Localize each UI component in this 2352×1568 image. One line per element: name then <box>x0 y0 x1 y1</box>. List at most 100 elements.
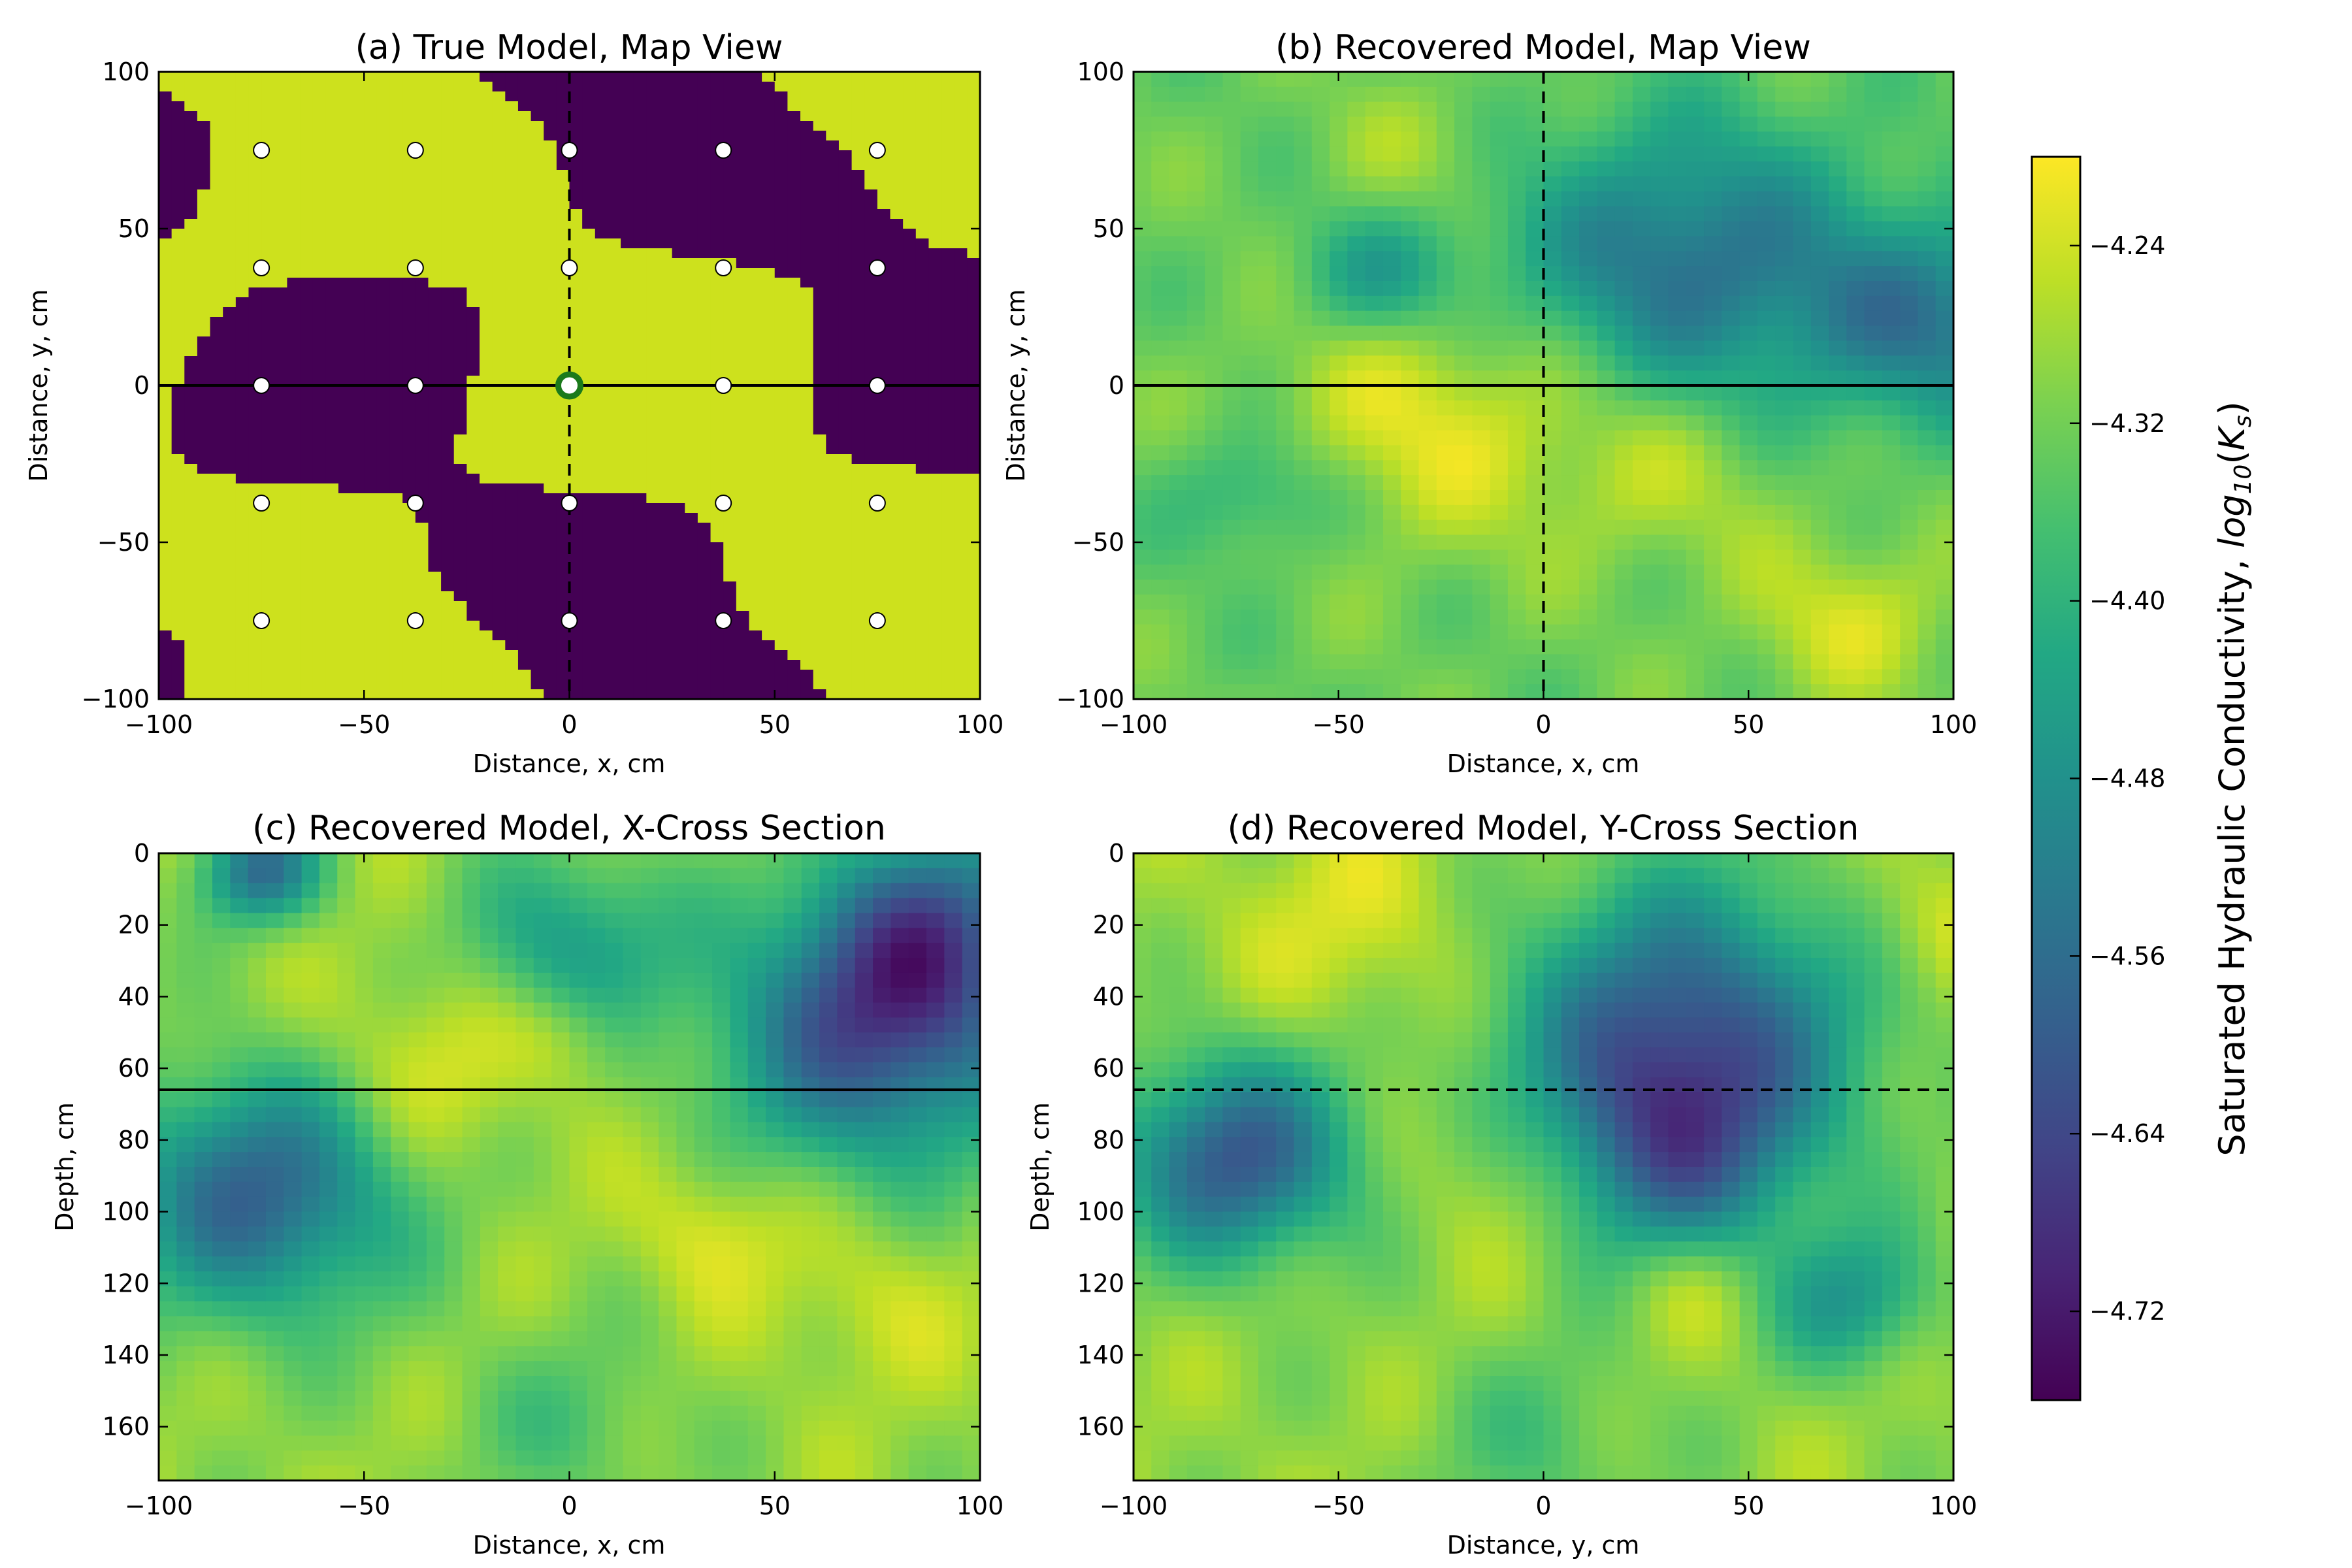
heatmap-cell-b <box>1507 116 1527 133</box>
heatmap-cell-a <box>364 317 378 327</box>
heatmap-cell-a <box>864 209 878 220</box>
heatmap-cell-a <box>621 572 634 582</box>
heatmap-cell-b <box>1597 310 1616 327</box>
heatmap-cell-a <box>723 366 737 376</box>
heatmap-cell-a <box>287 630 301 641</box>
heatmap-cell-b <box>1382 310 1402 327</box>
heatmap-cell-a <box>480 317 493 327</box>
heatmap-cell-b <box>1900 131 1919 148</box>
heatmap-cell-b <box>1882 295 1901 312</box>
heatmap-cell-b <box>1507 295 1527 312</box>
heatmap-cell-a <box>274 307 288 318</box>
heatmap-cell-a <box>325 660 339 670</box>
heatmap-cell-b <box>1222 146 1241 162</box>
heatmap-cell-a <box>325 464 339 474</box>
heatmap-cell-a <box>672 258 686 269</box>
heatmap-cell-b <box>1704 116 1723 133</box>
heatmap-cell-b <box>1240 206 1259 222</box>
heatmap-cell-a <box>941 376 955 386</box>
heatmap-cell-a <box>338 444 352 455</box>
heatmap-cell-a <box>466 395 480 406</box>
heatmap-cell-a <box>223 238 237 249</box>
heatmap-cell-a <box>274 170 288 180</box>
heatmap-cell-a <box>300 111 314 122</box>
heatmap-cell-a <box>197 356 211 367</box>
heatmap-cell-b <box>1543 310 1562 327</box>
heatmap-cell-a <box>505 493 519 504</box>
heatmap-cell-a <box>851 405 866 416</box>
heatmap-cell-a <box>697 160 711 171</box>
heatmap-cell-a <box>466 572 480 582</box>
heatmap-cell-a <box>171 376 186 386</box>
heatmap-cell-a <box>736 376 750 386</box>
heatmap-cell-a <box>967 513 980 523</box>
heatmap-cell-a <box>723 327 737 337</box>
heatmap-cell-a <box>646 405 660 416</box>
heatmap-cell-b <box>1240 72 1259 88</box>
heatmap-cell-a <box>864 650 878 661</box>
heatmap-cell-a <box>928 483 942 494</box>
heatmap-cell-a <box>723 562 737 572</box>
heatmap-cell-a <box>659 248 673 259</box>
heatmap-cell-a <box>287 415 301 425</box>
heatmap-cell-a <box>749 650 762 661</box>
heatmap-cell-b <box>1668 266 1687 282</box>
heatmap-cell-b <box>1436 161 1455 177</box>
heatmap-cell-b <box>1846 116 1865 133</box>
heatmap-cell-a <box>248 532 262 543</box>
heatmap-cell-a <box>376 532 391 543</box>
heatmap-cell-a <box>492 689 506 699</box>
heatmap-cell-a <box>261 395 275 406</box>
heatmap-cell-a <box>582 474 596 484</box>
heatmap-cell-a <box>967 111 980 122</box>
heatmap-cell-a <box>915 572 930 582</box>
heatmap-cell-a <box>749 532 762 543</box>
heatmap-cell-a <box>159 532 172 543</box>
heatmap-cell-a <box>325 72 339 82</box>
heatmap-cell-a <box>826 327 840 337</box>
heatmap-cell-a <box>517 268 532 278</box>
heatmap-cell-a <box>466 562 480 572</box>
heatmap-cell-a <box>659 611 673 621</box>
heatmap-cell-a <box>838 425 853 435</box>
heatmap-cell-a <box>851 297 866 308</box>
heatmap-cell-b <box>1829 176 1848 192</box>
heatmap-cell-a <box>338 140 352 151</box>
heatmap-cell-a <box>582 238 596 249</box>
heatmap-cell-a <box>621 650 634 661</box>
heatmap-cell-a <box>261 111 275 122</box>
heatmap-cell-a <box>351 581 365 592</box>
heatmap-cell-b <box>1490 72 1509 88</box>
heatmap-cell-a <box>261 444 275 455</box>
heatmap-cell-a <box>402 209 416 220</box>
heatmap-cell-a <box>967 523 980 533</box>
heatmap-cell-a <box>492 532 506 543</box>
heatmap-cell-a <box>544 415 557 425</box>
heatmap-cell-a <box>710 405 724 416</box>
heatmap-cell-a <box>723 307 737 318</box>
heatmap-cell-a <box>595 415 609 425</box>
heatmap-cell-a <box>300 327 314 337</box>
heatmap-cell-a <box>556 121 570 131</box>
heatmap-cell-b <box>1722 206 1740 222</box>
heatmap-cell-b <box>1739 221 1758 237</box>
heatmap-cell-a <box>492 180 506 190</box>
heatmap-cell-a <box>210 572 223 582</box>
heatmap-cell-a <box>364 366 378 376</box>
heatmap-cell-a <box>749 434 762 445</box>
heatmap-cell-a <box>877 209 891 220</box>
heatmap-cell-a <box>813 131 827 141</box>
heatmap-cell-a <box>633 405 647 416</box>
heatmap-cell-a <box>159 150 172 161</box>
heatmap-cell-b <box>1418 86 1437 103</box>
heatmap-cell-b <box>1454 266 1473 282</box>
heatmap-cell-a <box>364 621 378 631</box>
heatmap-cell-a <box>223 670 237 680</box>
heatmap-cell-b <box>1918 131 1936 148</box>
heatmap-cell-a <box>492 562 506 572</box>
heatmap-cell-a <box>517 503 532 514</box>
heatmap-cell-b <box>1614 281 1633 297</box>
heatmap-cell-a <box>274 464 288 474</box>
heatmap-cell-a <box>890 327 904 337</box>
heatmap-cell-a <box>864 189 878 200</box>
